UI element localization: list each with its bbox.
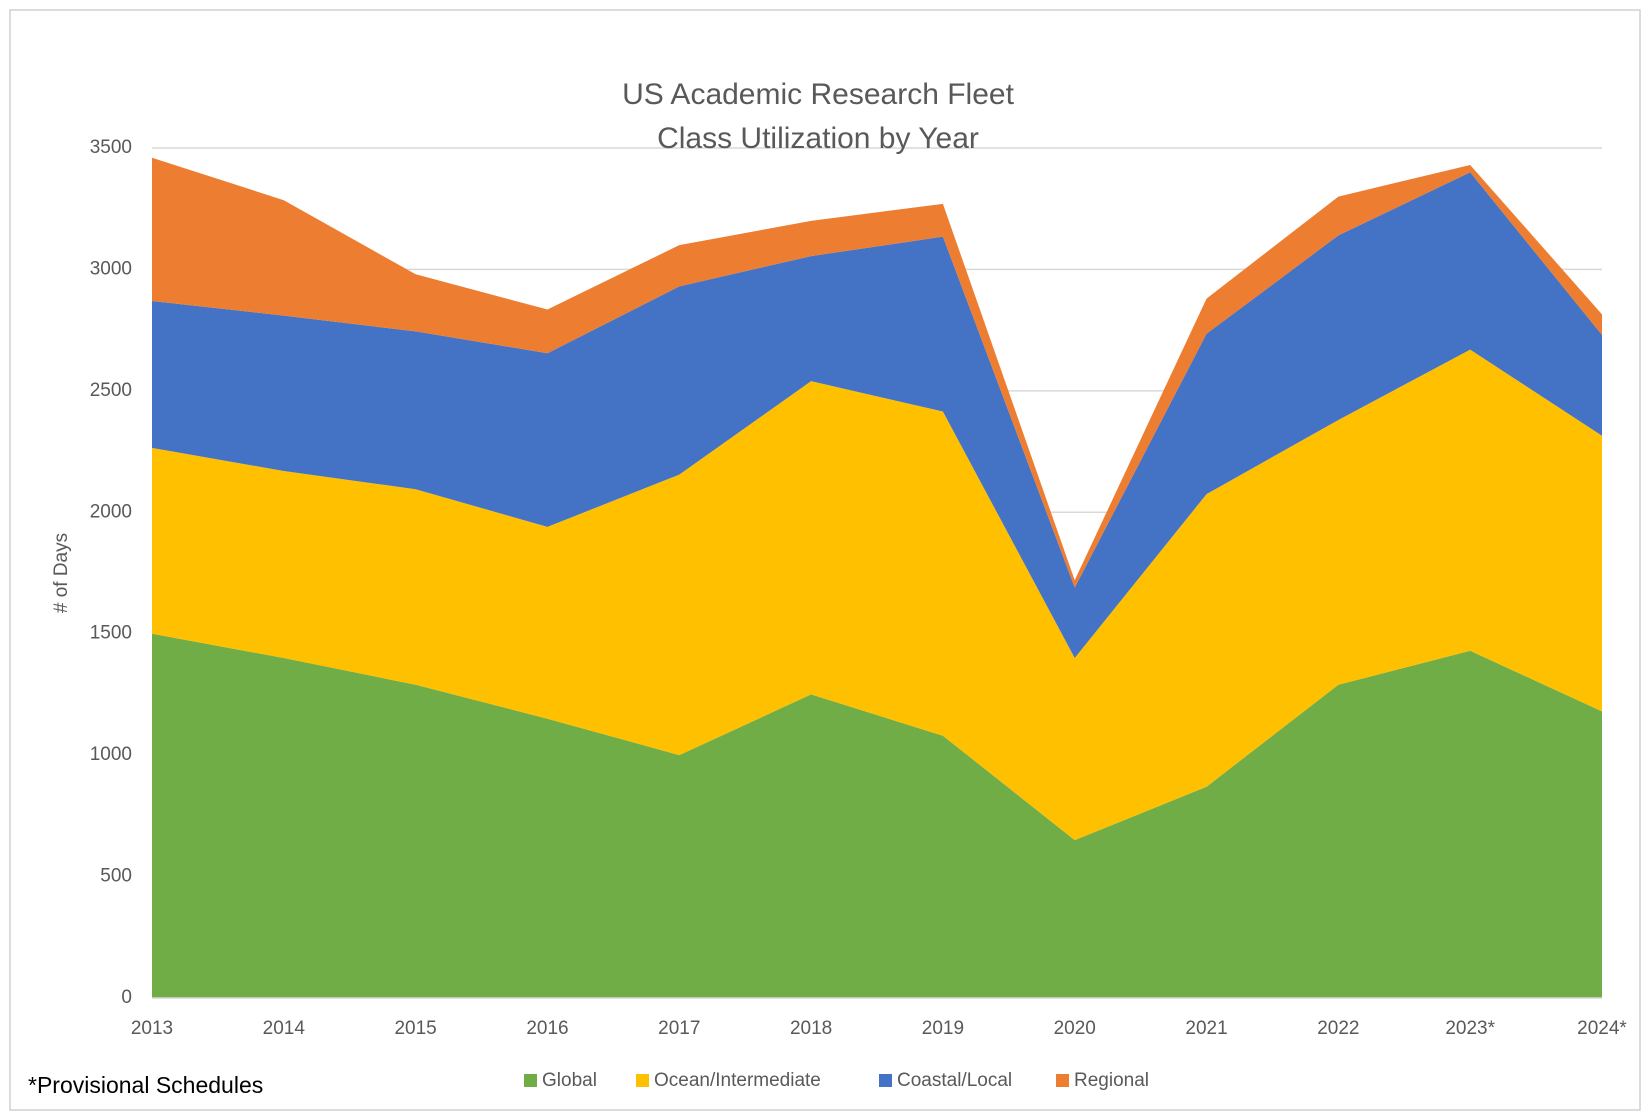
legend-label: Global (542, 1070, 597, 1091)
areas (152, 157, 1602, 998)
area (152, 633, 1602, 998)
y-tick-label: 1000 (90, 744, 132, 765)
y-tick-label: 3500 (90, 137, 132, 158)
legend-swatch (1056, 1074, 1069, 1087)
legend-swatch (636, 1074, 649, 1087)
x-tick-label: 2023* (1445, 1018, 1495, 1039)
area (152, 349, 1602, 841)
legend-label: Ocean/Intermediate (654, 1070, 821, 1091)
x-tick-label: 2020 (1054, 1018, 1096, 1039)
y-axis-label: # of Days (51, 533, 72, 613)
area (152, 157, 1602, 588)
x-tick-label: 2022 (1317, 1018, 1359, 1039)
y-tick-label: 2500 (90, 380, 132, 401)
x-tick-label: 2016 (526, 1018, 568, 1039)
x-tick-label: 2017 (658, 1018, 700, 1039)
chart-title: US Academic Research Fleet (622, 78, 1014, 111)
y-tick-label: 3000 (90, 258, 132, 279)
x-tick-label: 2013 (131, 1018, 173, 1039)
legend-swatch (879, 1074, 892, 1087)
legend-swatch (524, 1074, 537, 1087)
x-tick-label: 2015 (394, 1018, 436, 1039)
annotation: *Provisional Schedules (28, 1072, 263, 1098)
x-tick-label: 2014 (263, 1018, 306, 1039)
y-tick-label: 2000 (90, 501, 132, 522)
x-tick-label: 2024* (1577, 1018, 1627, 1039)
chart-subtitle: Class Utilization by Year (657, 122, 979, 155)
legend-label: Coastal/Local (897, 1070, 1012, 1091)
area (152, 172, 1602, 659)
x-tick-label: 2021 (1185, 1018, 1227, 1039)
y-tick-label: 1500 (90, 623, 132, 644)
x-tick-label: 2018 (790, 1018, 832, 1039)
legend-label: Regional (1074, 1070, 1149, 1091)
x-tick-label: 2019 (922, 1018, 964, 1039)
y-tick-label: 500 (100, 866, 132, 887)
y-tick-label: 0 (121, 987, 132, 1008)
labels: 0 500 1000 1500 2000 2500 3000 3500 2013 2014 2015… (90, 137, 1628, 1091)
